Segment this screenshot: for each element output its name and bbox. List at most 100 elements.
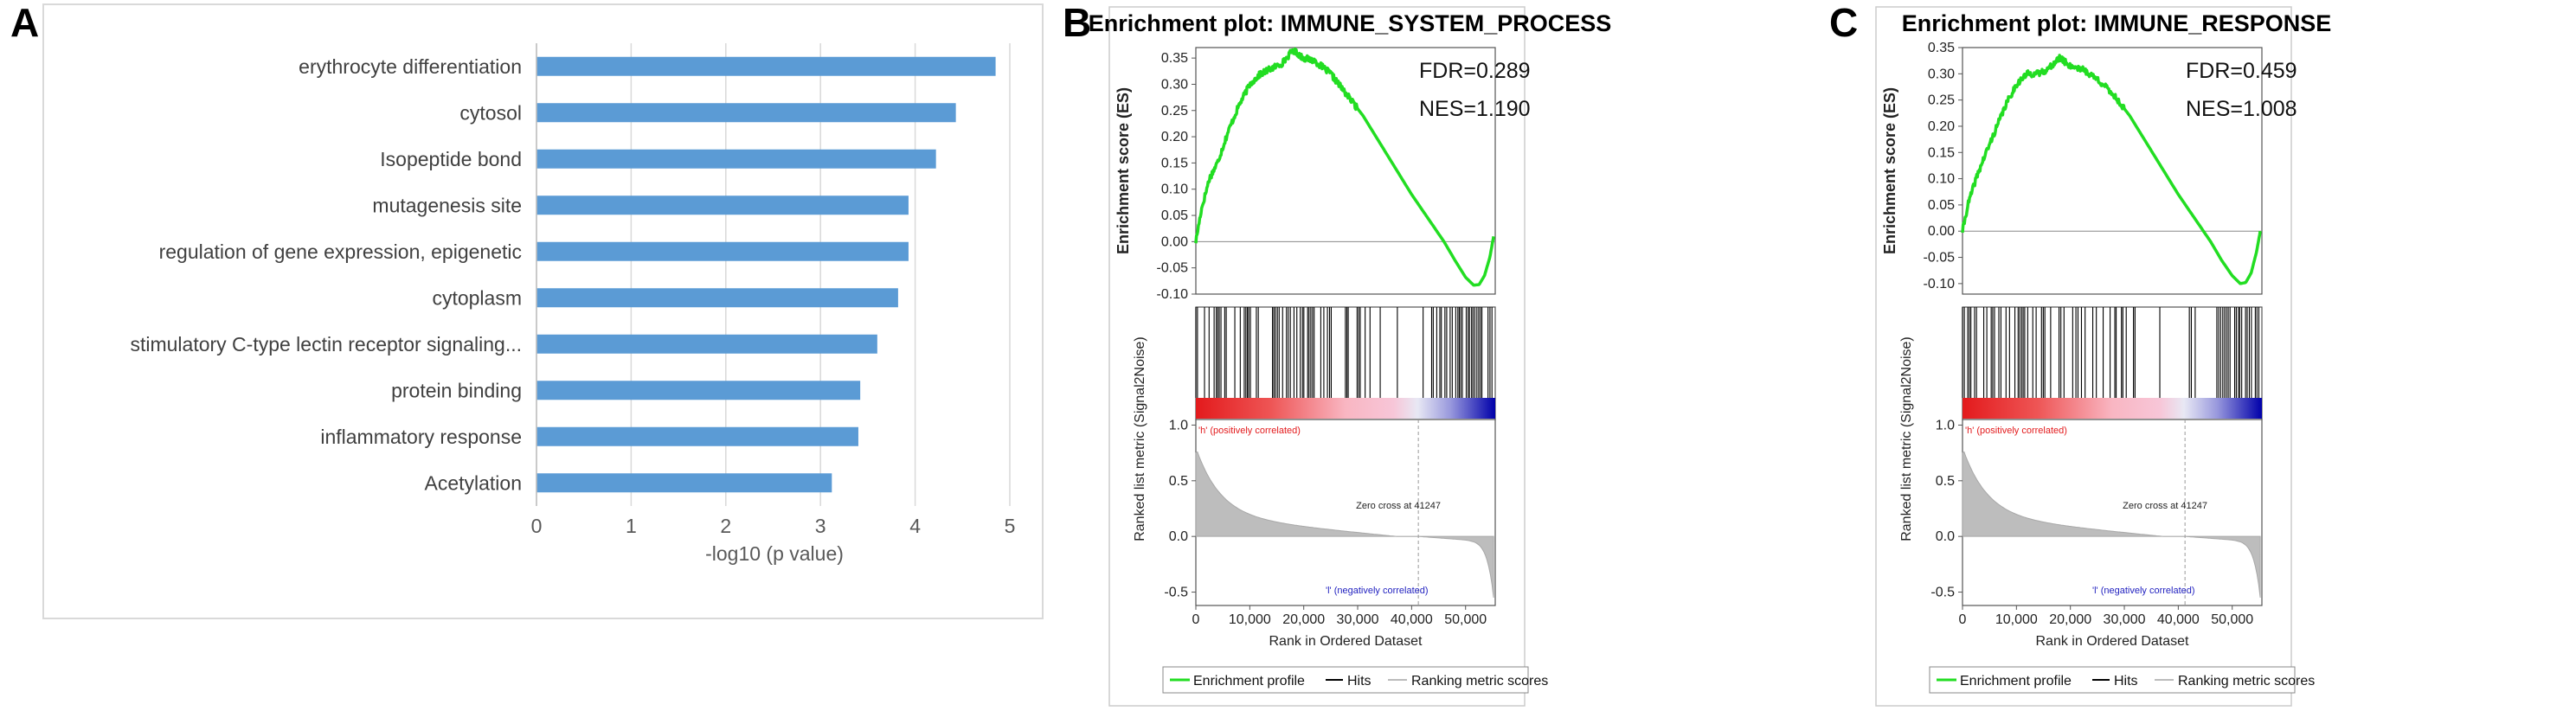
ranking-metric-area [1962, 451, 2261, 599]
x-tick-label: 10,000 [1995, 612, 2038, 627]
x-tick-label: 3 [815, 515, 826, 537]
ranked-tick-label: 1.0 [1936, 418, 1955, 432]
ranked-tick-label: 0.0 [1169, 529, 1188, 544]
negative-label: 'l' (negatively correlated) [1326, 586, 1429, 596]
y-tick-label: -0.05 [1924, 251, 1956, 266]
legend-metric: Ranking metric scores [1411, 674, 1548, 689]
fdr-value: FDR=0.459 [2186, 59, 2297, 83]
es-axis-label: Enrichment score (ES) [1881, 87, 1898, 254]
x-axis-label: Rank in Ordered Dataset [1269, 634, 1423, 649]
legend-es: Enrichment profile [1960, 674, 2072, 689]
ranked-tick-label: 0.5 [1169, 474, 1188, 489]
legend-box [1162, 666, 1529, 694]
x-tick-label: 30,000 [1337, 612, 1379, 627]
bar-chart: 0 1 2 3 4 5 erythrocyte differentiation cytosol… [130, 43, 1015, 565]
x-tick-label: 30,000 [2104, 612, 2146, 627]
panel-label-c: C [1829, 0, 1858, 45]
bar [536, 473, 832, 493]
legend-metric: Ranking metric scores [2178, 674, 2315, 689]
bar [536, 288, 898, 308]
bar [536, 149, 936, 169]
legend-hits: Hits [2114, 674, 2138, 689]
gsea-plot-immune-response: Enrichment plot: IMMUNE_RESPONSE 0.35 0.30… [1875, 6, 2332, 707]
ranked-tick-label: -0.5 [1164, 586, 1188, 600]
y-tick-label: 0.20 [1928, 119, 1955, 134]
ranked-axis-label: Ranked list metric (Signal2Noise) [1899, 336, 1914, 541]
panel-label-a: A [10, 0, 39, 45]
category-label: erythrocyte differentiation [299, 55, 522, 78]
ranked-tick-label: -0.5 [1930, 586, 1955, 600]
category-label: inflammatory response [320, 426, 522, 448]
y-tick-label: -0.10 [1157, 287, 1189, 302]
ranking-metric-area [1195, 451, 1494, 599]
legend-es: Enrichment profile [1193, 674, 1305, 689]
y-tick-label: 0.05 [1928, 198, 1955, 213]
x-tick-label: 20,000 [2049, 612, 2091, 627]
x-tick-label: 10,000 [1229, 612, 1271, 627]
ranked-axis-label: Ranked list metric (Signal2Noise) [1133, 336, 1147, 541]
bar [536, 381, 861, 400]
zero-cross-label: Zero cross at 41247 [1356, 501, 1441, 511]
category-label: Acetylation [424, 471, 522, 494]
x-tick-label: 2 [720, 515, 731, 537]
x-tick-label: 50,000 [1444, 612, 1487, 627]
x-tick-label: 40,000 [1391, 612, 1433, 627]
x-tick-label: 1 [626, 515, 637, 537]
category-label: Isopeptide bond [380, 148, 522, 170]
metric-color-bar [1196, 398, 1495, 419]
y-tick-label: 0.05 [1161, 208, 1188, 223]
bar [536, 334, 877, 354]
y-tick-label: -0.10 [1924, 277, 1956, 291]
legend-hits: Hits [1347, 674, 1372, 689]
y-tick-label: 0.10 [1928, 172, 1955, 187]
bar [536, 103, 956, 123]
positive-label: 'h' (positively correlated) [1965, 426, 2067, 436]
plot-title: Enrichment plot: IMMUNE_RESPONSE [1902, 10, 2332, 36]
x-tick-label: 4 [909, 515, 921, 537]
y-tick-label: 0.10 [1161, 183, 1188, 197]
category-label: cytosol [459, 101, 522, 124]
category-label: mutagenesis site [372, 194, 522, 216]
bar [536, 56, 996, 76]
x-tick-label: 0 [531, 515, 543, 537]
category-label: protein binding [391, 379, 522, 401]
x-tick-label: 0 [1192, 612, 1200, 627]
y-tick-label: 0.15 [1161, 156, 1188, 170]
fdr-value: FDR=0.289 [1419, 59, 1531, 83]
x-axis-label: Rank in Ordered Dataset [2036, 634, 2190, 649]
x-tick-label: 0 [1959, 612, 1967, 627]
ranked-tick-label: 1.0 [1169, 418, 1188, 432]
y-tick-label: 0.30 [1928, 67, 1955, 81]
y-tick-label: 0.20 [1161, 130, 1188, 144]
bar [536, 241, 909, 261]
x-tick-label: 20,000 [1282, 612, 1325, 627]
y-tick-label: 0.15 [1928, 145, 1955, 160]
panel-label-b: B [1063, 0, 1091, 45]
es-plot-area [1962, 47, 2263, 295]
es-plot-area [1195, 47, 1496, 295]
gsea-plot-immune-system-process: Enrichment plot: IMMUNE_SYSTEM_PROCESS 0.… [1089, 6, 1611, 707]
y-tick-label: 0.25 [1928, 93, 1955, 108]
category-label: stimulatory C-type lectin receptor signa… [130, 333, 522, 356]
bar [536, 195, 909, 215]
enrichment-profile-line [1961, 54, 2262, 285]
ranked-tick-label: 0.5 [1936, 474, 1955, 489]
x-tick-label: 40,000 [2157, 612, 2200, 627]
y-tick-label: 0.00 [1928, 224, 1955, 239]
zero-cross-label: Zero cross at 41247 [2123, 501, 2207, 511]
metric-color-bar [1963, 398, 2262, 419]
bar [536, 426, 858, 446]
category-label: regulation of gene expression, epigeneti… [159, 240, 522, 263]
legend-box [1929, 666, 2296, 694]
x-axis-label: -log10 (p value) [705, 542, 844, 565]
y-tick-label: 0.30 [1161, 77, 1188, 92]
es-axis-label: Enrichment score (ES) [1115, 87, 1132, 254]
bar-chart-frame [42, 3, 1044, 619]
y-tick-label: 0.00 [1161, 234, 1188, 249]
y-tick-label: -0.05 [1157, 261, 1189, 276]
x-tick-label: 5 [1005, 515, 1016, 537]
x-tick-label: 50,000 [2211, 612, 2253, 627]
nes-value: NES=1.008 [2186, 97, 2297, 121]
negative-label: 'l' (negatively correlated) [2092, 586, 2195, 596]
